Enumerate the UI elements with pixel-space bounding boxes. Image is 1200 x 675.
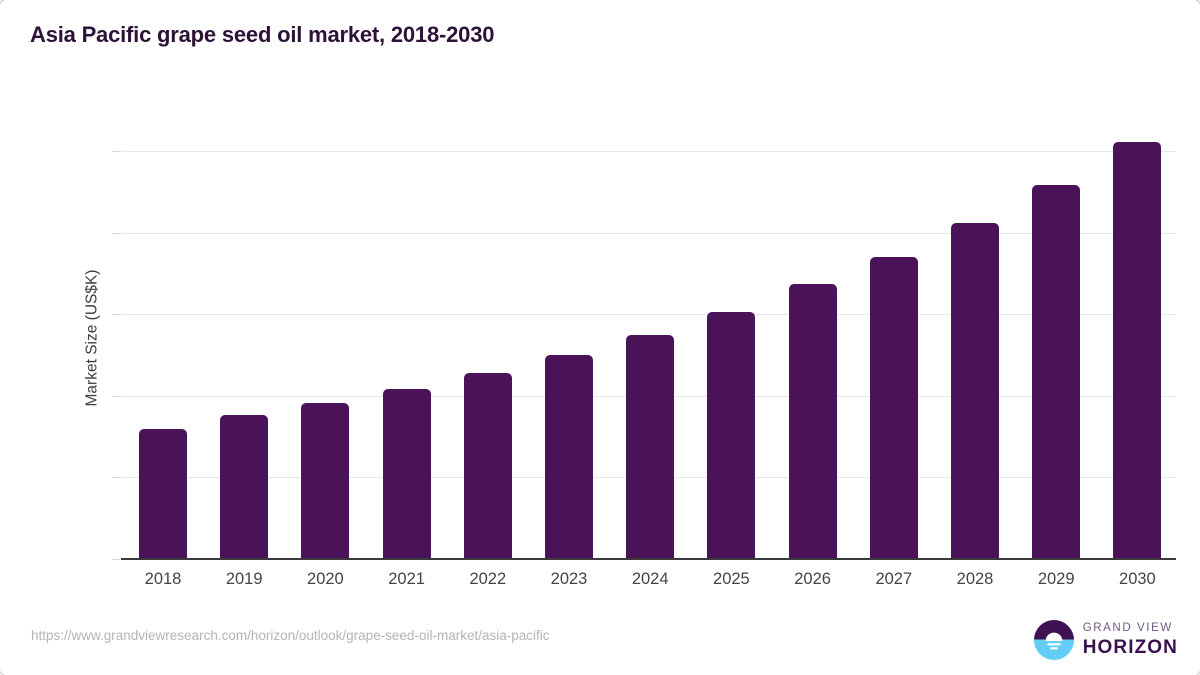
y-axis-title: Market Size (US$K) xyxy=(83,269,101,406)
x-tick-label: 2024 xyxy=(631,570,669,588)
x-tick-label: 2022 xyxy=(469,570,507,588)
x-tick-label: 2023 xyxy=(550,570,588,588)
y-tick-mark xyxy=(112,477,120,479)
bar[interactable] xyxy=(220,414,269,559)
x-axis-line xyxy=(121,558,1176,560)
y-tick-mark xyxy=(112,151,120,153)
source-url[interactable]: https://www.grandviewresearch.com/horizo… xyxy=(31,628,550,643)
x-tick-label: 2027 xyxy=(875,570,913,588)
logo-brand-primary: GRAND VIEW xyxy=(1082,622,1173,635)
bar[interactable] xyxy=(1032,184,1081,559)
bar[interactable] xyxy=(545,355,593,559)
bar[interactable] xyxy=(626,334,675,559)
page-title: Asia Pacific grape seed oil market, 2018… xyxy=(30,22,495,47)
gridline xyxy=(121,314,1176,316)
gridline xyxy=(121,232,1176,234)
bar[interactable] xyxy=(1113,141,1162,559)
plot-area: 050k100k150k200k250k xyxy=(112,122,1176,560)
bar[interactable] xyxy=(707,311,756,559)
y-tick-mark xyxy=(112,559,120,560)
x-tick-label: 2028 xyxy=(956,570,994,588)
bar[interactable] xyxy=(788,284,837,559)
y-tick-mark xyxy=(112,232,120,234)
bar[interactable] xyxy=(951,223,999,559)
x-tick-label: 2019 xyxy=(225,570,263,588)
x-tick-label: 2030 xyxy=(1119,570,1156,588)
x-tick-label: 2021 xyxy=(388,570,425,588)
x-tick-label: 2029 xyxy=(1037,570,1075,588)
bar[interactable] xyxy=(382,389,431,559)
horizon-sun-circle-icon xyxy=(1033,620,1074,660)
bar[interactable] xyxy=(139,428,187,559)
logo-brand-secondary: HORIZON xyxy=(1082,636,1178,658)
x-tick-label: 2025 xyxy=(713,570,750,588)
gridline xyxy=(121,151,1176,153)
x-tick-label: 2026 xyxy=(794,570,831,588)
bar[interactable] xyxy=(463,373,512,559)
grand-view-horizon-logo[interactable]: GRAND VIEW HORIZON xyxy=(1033,620,1178,660)
y-tick-mark xyxy=(112,314,120,316)
logo-text: GRAND VIEW HORIZON xyxy=(1083,623,1178,657)
bar[interactable] xyxy=(869,256,918,559)
bar[interactable] xyxy=(301,403,350,559)
y-tick-mark xyxy=(112,395,120,397)
x-tick-label: 2020 xyxy=(307,570,344,588)
x-tick-label: 2018 xyxy=(144,570,182,588)
